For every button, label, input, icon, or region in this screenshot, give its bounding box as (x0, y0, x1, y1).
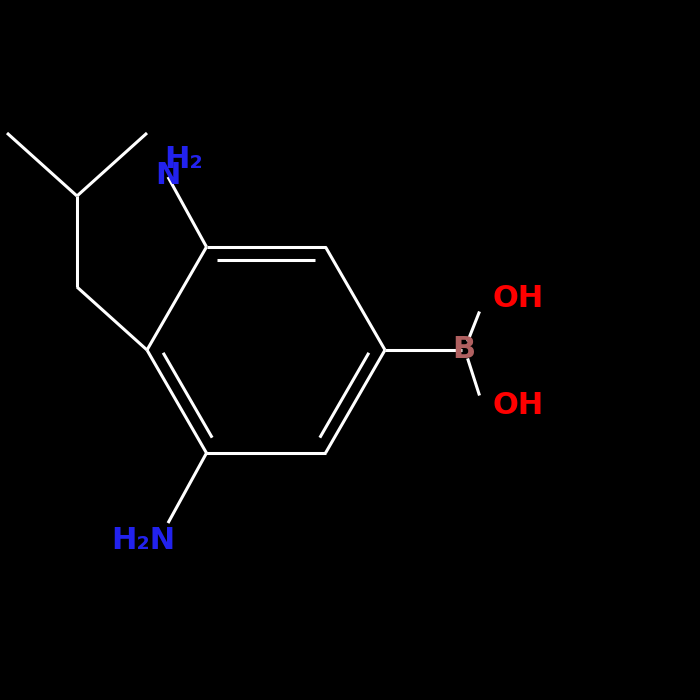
Text: H₂N: H₂N (111, 526, 176, 555)
Text: OH: OH (492, 284, 544, 314)
Text: OH: OH (492, 391, 544, 421)
Text: B: B (452, 335, 475, 365)
Text: N: N (155, 161, 181, 190)
Text: H₂: H₂ (164, 145, 203, 174)
